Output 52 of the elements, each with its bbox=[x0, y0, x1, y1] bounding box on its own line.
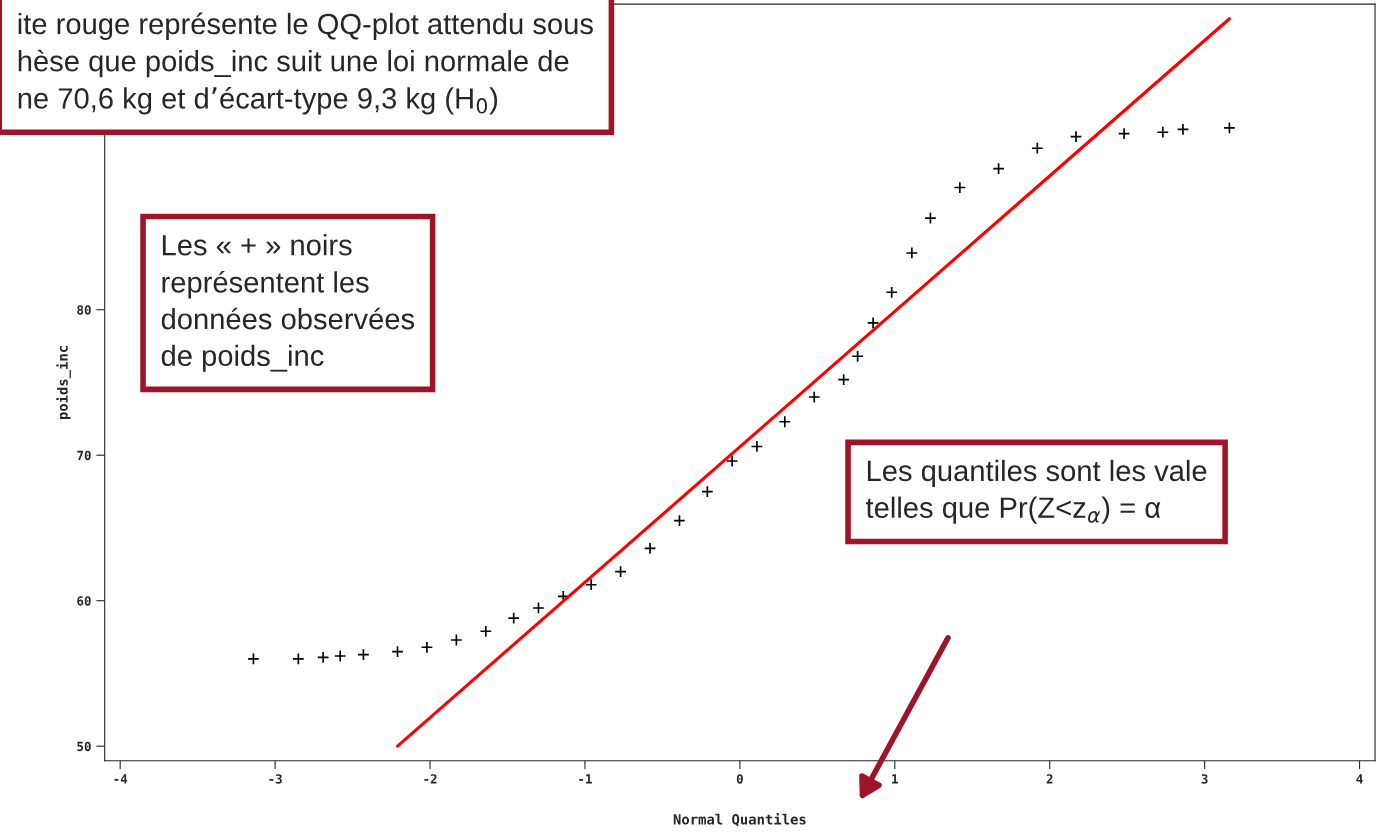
point bbox=[924, 211, 937, 225]
x-tick-label: -3 bbox=[269, 774, 282, 784]
x-tick-label: 1 bbox=[892, 774, 898, 784]
point bbox=[643, 542, 657, 555]
point bbox=[673, 514, 686, 527]
point bbox=[507, 611, 520, 625]
point bbox=[450, 633, 463, 647]
point bbox=[750, 440, 764, 453]
point bbox=[1223, 121, 1236, 135]
point bbox=[479, 625, 493, 638]
point bbox=[247, 652, 260, 666]
point bbox=[701, 485, 714, 498]
point bbox=[725, 454, 739, 468]
point bbox=[885, 286, 898, 299]
point bbox=[905, 246, 919, 260]
x-axis-title: Normal Quantiles bbox=[673, 813, 806, 827]
point bbox=[292, 652, 305, 666]
y-tick-label: 50 bbox=[77, 741, 91, 752]
x-tick-label: 3 bbox=[1201, 774, 1208, 784]
point bbox=[333, 649, 347, 663]
x-tick-label: -4 bbox=[114, 774, 128, 784]
x-tick-label: -1 bbox=[579, 774, 592, 784]
point bbox=[837, 373, 850, 386]
point bbox=[1031, 142, 1044, 155]
y-tick-label: 60 bbox=[77, 596, 91, 606]
point bbox=[866, 316, 880, 330]
x-tick-label: 0 bbox=[736, 774, 743, 784]
point bbox=[1156, 126, 1170, 139]
point bbox=[357, 648, 370, 661]
point bbox=[851, 350, 864, 363]
point bbox=[1117, 127, 1131, 140]
x-tick-label: -2 bbox=[424, 774, 437, 784]
point bbox=[532, 601, 545, 615]
annotation: ite rouge représente le QQ-plot attendu sous hèse que poids_inc suit une loi normale de ne 70,6 kg et d’écart-type 9,3 kg (H$_{0}$) bbox=[18, 12, 593, 115]
annotation: Les quantiles sont les vale telles que Pr(Z<z$_{α}$) = α bbox=[865, 459, 1207, 524]
point bbox=[1176, 123, 1190, 136]
point bbox=[391, 645, 404, 658]
point bbox=[420, 641, 434, 654]
point bbox=[992, 162, 1005, 175]
point bbox=[808, 390, 821, 404]
point bbox=[953, 181, 967, 194]
point bbox=[316, 651, 330, 664]
y-tick-label: 80 bbox=[77, 305, 91, 315]
point bbox=[614, 565, 627, 578]
point bbox=[778, 415, 792, 428]
point bbox=[584, 578, 598, 591]
y-tick-label: 70 bbox=[77, 450, 91, 461]
y-axis-title: poids_inc bbox=[56, 346, 71, 420]
x-tick-label: 4 bbox=[1356, 774, 1363, 784]
point bbox=[1069, 130, 1083, 143]
annotation: Les « + » noirs représentent les données observées de poids_inc bbox=[161, 234, 415, 372]
x-tick-label: 2 bbox=[1046, 774, 1053, 784]
